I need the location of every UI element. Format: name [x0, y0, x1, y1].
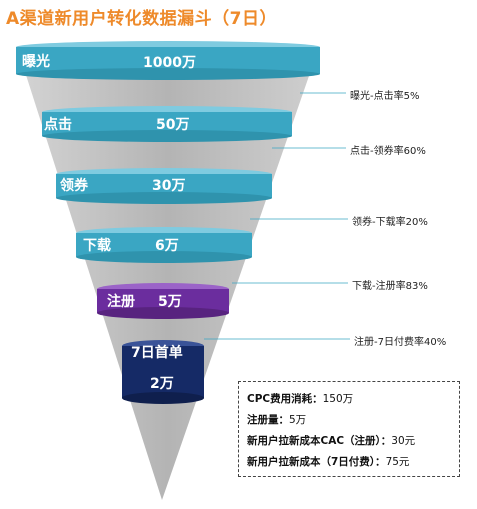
cost-summary-box: CPC费用消耗：150万 注册量：5万 新用户拉新成本CAC（注册）：30元 新… — [238, 381, 460, 477]
funnel-band-first-order — [122, 340, 204, 404]
stage-value-first-order: 2万 — [150, 376, 174, 392]
rate-download-register: 下载-注册率83% — [352, 281, 428, 292]
page-title: A渠道新用户转化数据漏斗（7日） — [6, 9, 277, 29]
funnel-band-exposure — [16, 41, 320, 80]
funnel-band-download — [76, 227, 252, 263]
rate-exposure-click: 曝光-点击率5% — [350, 91, 420, 102]
cpc-label: CPC费用消耗： — [247, 393, 323, 405]
payment-cost-row: 新用户拉新成本（7日付费）：75元 — [247, 452, 459, 473]
funnel-band-coupon — [56, 168, 272, 204]
rate-register-payment: 注册-7日付费率40% — [354, 337, 447, 348]
rate-coupon-download: 领券-下载率20% — [352, 217, 428, 228]
stage-value-click: 50万 — [156, 117, 190, 133]
registration-value: 5万 — [289, 414, 307, 426]
stage-value-coupon: 30万 — [152, 178, 186, 194]
rate-click-coupon: 点击-领券率60% — [350, 146, 426, 157]
payment-cost-value: 75元 — [385, 456, 410, 468]
cpc-value: 150万 — [322, 393, 354, 405]
payment-cost-label: 新用户拉新成本（7日付费）： — [247, 456, 386, 468]
stage-name-download: 下载 — [83, 238, 111, 254]
cac-label: 新用户拉新成本CAC（注册）： — [247, 435, 392, 447]
stage-value-download: 6万 — [155, 238, 179, 254]
stage-name-first-order: 7日首单 — [131, 345, 183, 361]
funnel-band-register — [97, 283, 229, 319]
funnel-cone — [18, 50, 318, 500]
stage-name-click: 点击 — [44, 117, 72, 133]
cac-row: 新用户拉新成本CAC（注册）：30元 — [247, 431, 459, 452]
cac-value: 30元 — [391, 435, 416, 447]
cpc-row: CPC费用消耗：150万 — [247, 389, 459, 410]
rate-leader-lines — [204, 92, 350, 340]
stage-value-register: 5万 — [158, 294, 182, 310]
funnel-band-click — [42, 106, 292, 142]
stage-name-register: 注册 — [107, 294, 135, 310]
registration-label: 注册量： — [247, 414, 289, 426]
stage-value-exposure: 1000万 — [143, 55, 196, 71]
stage-name-exposure: 曝光 — [22, 54, 50, 70]
registration-row: 注册量：5万 — [247, 410, 459, 431]
stage-name-coupon: 领券 — [60, 178, 88, 194]
